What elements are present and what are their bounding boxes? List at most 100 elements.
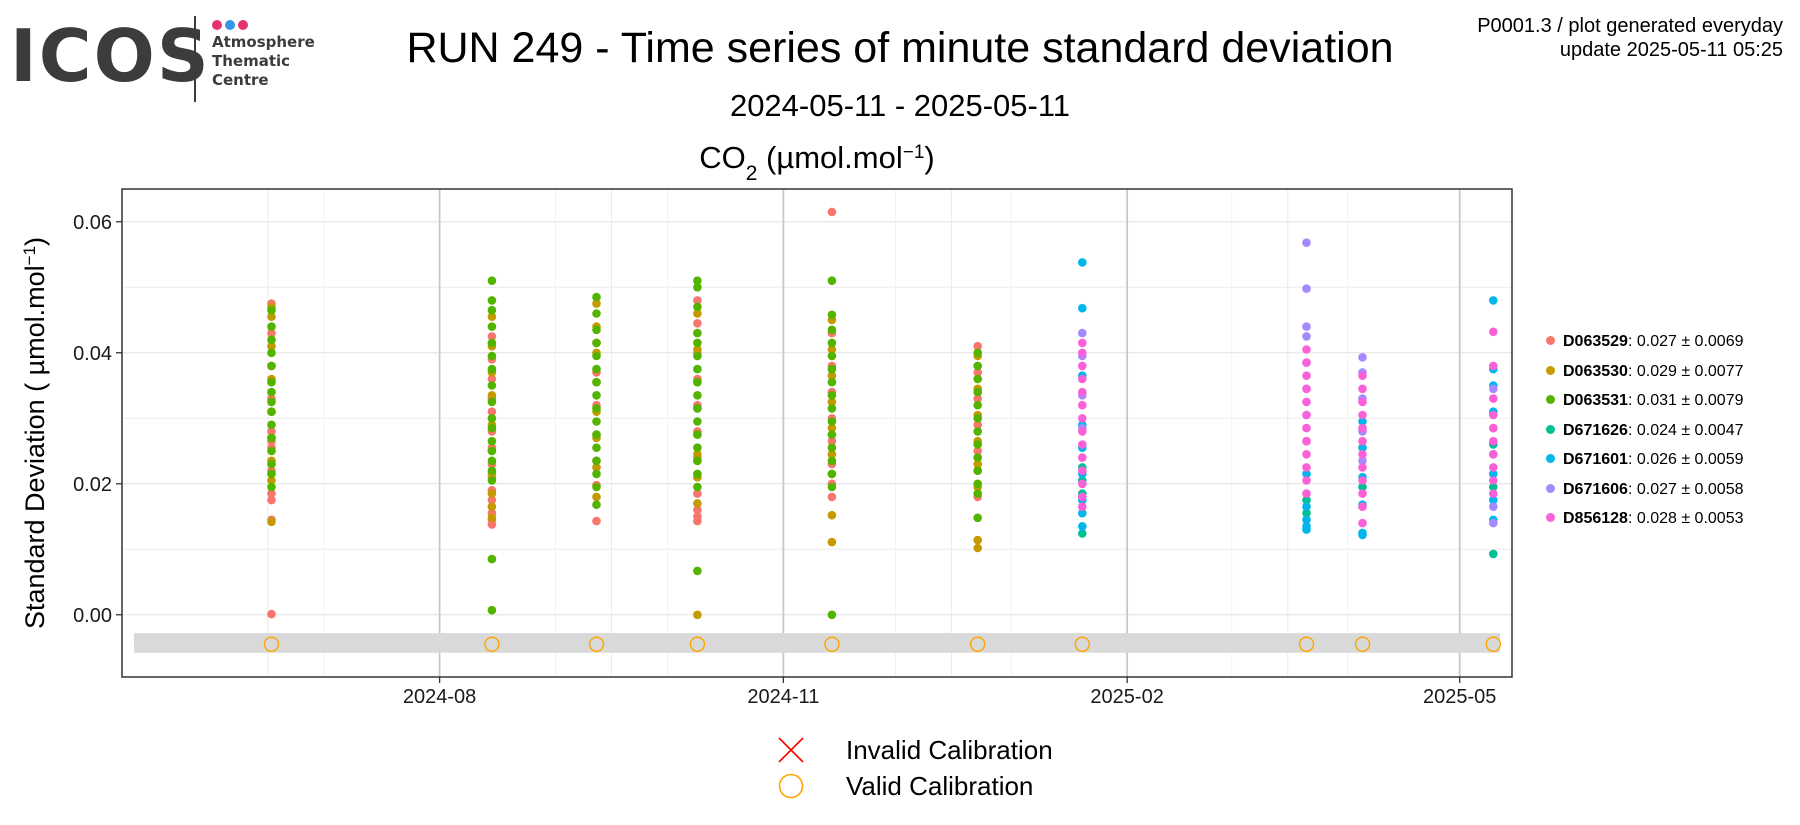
point-D671606 [1358,353,1367,362]
point-D671606 [1302,322,1311,331]
legend-item-D671601: D671601: 0.026 ± 0.0059 [1546,451,1744,469]
logo-dot [225,20,235,30]
point-D063530 [592,463,601,472]
point-D063531 [693,482,702,492]
point-D063531 [592,430,601,439]
legend-item-D063529: D063529: 0.027 ± 0.0069 [1546,333,1744,351]
point-D063531 [592,469,601,479]
point-D063531 [487,397,497,407]
legend-key-dot-icon [1546,513,1555,522]
x-tick-label: 2024-11 [747,686,819,708]
point-D856128 [1358,450,1367,459]
point-D063529 [973,368,982,377]
point-D856128 [1358,397,1367,407]
point-D063531 [487,296,497,305]
point-D671626 [1358,482,1367,492]
point-D063531 [693,456,702,466]
point-D063530 [267,341,276,351]
point-D063530 [592,492,601,502]
point-D063531 [267,361,276,371]
point-D671606 [1489,384,1498,394]
point-D063531 [973,489,982,498]
legend-item-D063531: D063531: 0.031 ± 0.0079 [1546,392,1744,410]
point-D063531 [827,325,837,335]
point-D063530 [827,371,837,381]
point-D856128 [1302,489,1311,498]
point-D063531 [267,387,276,397]
point-D063531 [487,381,497,390]
point-D671601 [1489,469,1498,479]
data-points [267,207,1498,620]
point-D063530 [693,345,702,354]
point-D063529 [487,332,497,341]
point-D671626 [1302,495,1311,505]
point-D856128 [1302,358,1311,367]
point-D063530 [973,459,982,469]
point-D063531 [487,414,497,423]
point-D856128 [1078,466,1087,476]
point-D671601 [1489,495,1498,505]
point-D063529 [592,516,601,526]
point-D671606 [1078,328,1087,338]
point-D856128 [1358,489,1367,498]
valid-calibration-marker [263,636,280,652]
point-D063531 [487,364,497,374]
point-D856128 [1358,518,1367,528]
point-D856128 [1078,361,1087,371]
point-D063529 [973,341,982,351]
point-D063531 [973,361,982,371]
point-D856128 [1302,423,1311,433]
point-D063531 [267,433,276,443]
point-D671626 [1489,482,1498,492]
legend-series-stats: : 0.027 ± 0.0069 [1627,333,1744,350]
point-D063531 [693,364,702,374]
point-D671601 [1302,469,1311,479]
point-D063530 [693,499,702,508]
point-D063529 [973,420,982,430]
point-D063531 [592,500,601,510]
point-D063529 [267,328,276,338]
point-D063531 [693,417,702,426]
legend-series-stats: : 0.026 ± 0.0059 [1627,451,1744,468]
logo-dots-icon [212,17,251,30]
point-D063530 [487,502,497,512]
point-D063531 [693,430,702,439]
valid-calibration-marker [1354,636,1371,652]
point-D063531 [693,351,702,361]
point-D063530 [827,537,837,547]
point-D671626 [1302,508,1311,518]
point-D671606 [1358,456,1367,466]
point-D856128 [1302,371,1311,381]
point-D063531 [973,374,982,384]
y-axis-title: Standard Deviation ( µmol.mol−1) [20,237,51,629]
invalid-calibration-cross-icon [778,737,804,763]
point-D671601 [1358,530,1367,540]
point-D063530 [487,513,497,523]
logo-tagline-1: Atmosphere [212,33,315,51]
point-D856128 [1358,476,1367,485]
point-D063530 [827,450,837,459]
point-D063531 [592,338,601,348]
point-D063531 [973,400,982,410]
point-D063531 [592,404,601,413]
point-D856128 [1489,361,1498,371]
logo-dot [212,20,222,30]
logo-wordmark: ICOS [10,14,211,98]
point-D063531 [267,305,276,315]
point-D063531 [592,292,601,302]
point-D063531 [267,420,276,430]
update-timestamp: update 2025-05-11 05:25 [1559,39,1783,61]
point-D063531 [693,443,702,453]
valid-calibration-circle-icon [778,773,804,799]
legend-item-D856128: D856128: 0.028 ± 0.0053 [1546,510,1744,528]
point-D063531 [592,391,601,400]
point-D063531 [267,397,276,407]
logo-tagline-3: Centre [212,71,269,89]
legend-series-name: D856128 [1563,510,1628,527]
point-D063531 [267,322,276,331]
point-D063531 [973,440,982,449]
point-D063531 [267,377,276,387]
point-D063531 [827,377,837,387]
point-D063529 [693,296,702,305]
point-D671601 [1358,443,1367,453]
